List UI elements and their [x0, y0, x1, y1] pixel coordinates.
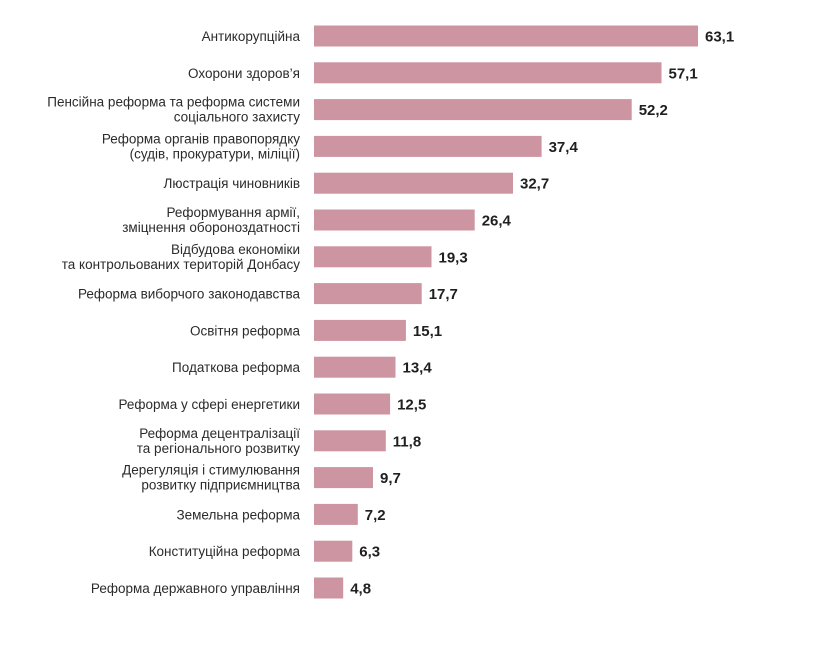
category-label-line: Податкова реформа: [172, 360, 300, 375]
bar-value-label: 7,2: [365, 507, 386, 524]
bar: [314, 430, 386, 452]
category-label-line: зміцнення обороноздатності: [122, 220, 300, 235]
bar-value-label: 15,1: [413, 323, 442, 340]
category-label-line: Люстрація чиновників: [163, 176, 300, 191]
bar-value-label: 52,2: [639, 102, 668, 119]
bar: [314, 99, 632, 121]
bar: [314, 393, 391, 415]
category-label-line: Дерегуляція і стимулювання: [122, 463, 300, 478]
bar: [314, 62, 662, 84]
bar: [314, 319, 406, 341]
category-label-line: Охорони здоров’я: [188, 66, 300, 81]
bar: [314, 467, 373, 489]
bar-value-label: 32,7: [520, 176, 549, 193]
bar-value-label: 57,1: [669, 65, 698, 82]
category-label: Реформування армії, зміцнення обороноздат…: [122, 205, 300, 235]
bar: [314, 172, 513, 194]
value-labels-layer: 63,1 57,1 52,2 37,4 32,7 26,4 19,3 17,7 15,1 13,4…: [350, 29, 734, 598]
category-label: Освітня реформа: [190, 323, 301, 338]
category-label: Пенсійна реформа та реформа системи соціа…: [47, 95, 300, 125]
bar-value-label: 13,4: [403, 360, 433, 377]
bar-value-label: 6,3: [359, 544, 380, 561]
bar-value-label: 19,3: [439, 249, 468, 266]
category-label: Реформа децентралізації та регіонального …: [137, 426, 300, 456]
category-label-line: соціального захисту: [174, 110, 300, 125]
category-label-line: Реформування армії,: [166, 205, 300, 220]
bar-value-label: 37,4: [549, 139, 579, 156]
category-label: Охорони здоров’я: [188, 66, 300, 81]
category-label-line: Реформа державного управління: [91, 581, 300, 596]
bar: [314, 25, 698, 47]
category-labels-layer: Антикорупційна Охорони здоров’я Пенсійна р…: [47, 29, 300, 596]
category-label: Реформа виборчого законодавства: [78, 287, 300, 302]
bar: [314, 209, 475, 231]
bar-value-label: 9,7: [380, 470, 401, 487]
category-label-line: Реформа органів правопорядку: [102, 131, 300, 146]
bar: [314, 356, 396, 378]
bar-value-label: 26,4: [482, 213, 512, 230]
bar: [314, 135, 542, 157]
category-label: Дерегуляція і стимулювання розвитку підпр…: [122, 463, 300, 493]
bar: [314, 503, 358, 525]
category-label: Реформа державного управління: [91, 581, 300, 596]
bar: [314, 283, 422, 305]
bar-value-label: 12,5: [397, 397, 426, 414]
bar: [314, 577, 344, 599]
category-label-line: та контрольованих територій Донбасу: [62, 257, 301, 272]
category-label-line: Конституційна реформа: [149, 544, 301, 559]
category-label-line: Реформа децентралізації: [139, 426, 300, 441]
category-label: Антикорупційна: [202, 29, 301, 44]
category-label-line: Земельна реформа: [176, 507, 300, 522]
category-label: Податкова реформа: [172, 360, 300, 375]
category-label-line: Освітня реформа: [190, 323, 301, 338]
category-label: Земельна реформа: [176, 507, 300, 522]
category-label-line: Антикорупційна: [202, 29, 301, 44]
category-label-line: (судів, прокуратури, міліції): [130, 146, 300, 161]
category-label: Конституційна реформа: [149, 544, 301, 559]
category-label: Реформа органів правопорядку (судів, прок…: [102, 131, 300, 161]
category-label: Реформа у сфері енергетики: [118, 397, 300, 412]
category-label-line: розвитку підприємництва: [141, 478, 300, 493]
category-label-line: Пенсійна реформа та реформа системи: [47, 95, 300, 110]
bar-value-label: 11,8: [393, 433, 421, 450]
bars-layer: [314, 25, 698, 599]
category-label-line: Відбудова економіки: [171, 242, 300, 257]
category-label-line: та регіонального розвитку: [137, 441, 300, 456]
bar-value-label: 4,8: [350, 581, 371, 598]
category-label-line: Реформа виборчого законодавства: [78, 287, 300, 302]
bar: [314, 540, 353, 562]
bar: [314, 246, 432, 268]
category-label: Відбудова економіки та контрольованих тер…: [62, 242, 301, 272]
bar-value-label: 17,7: [429, 286, 458, 303]
category-label: Люстрація чиновників: [163, 176, 300, 191]
bar-value-label: 63,1: [705, 29, 734, 46]
category-label-line: Реформа у сфері енергетики: [118, 397, 300, 412]
